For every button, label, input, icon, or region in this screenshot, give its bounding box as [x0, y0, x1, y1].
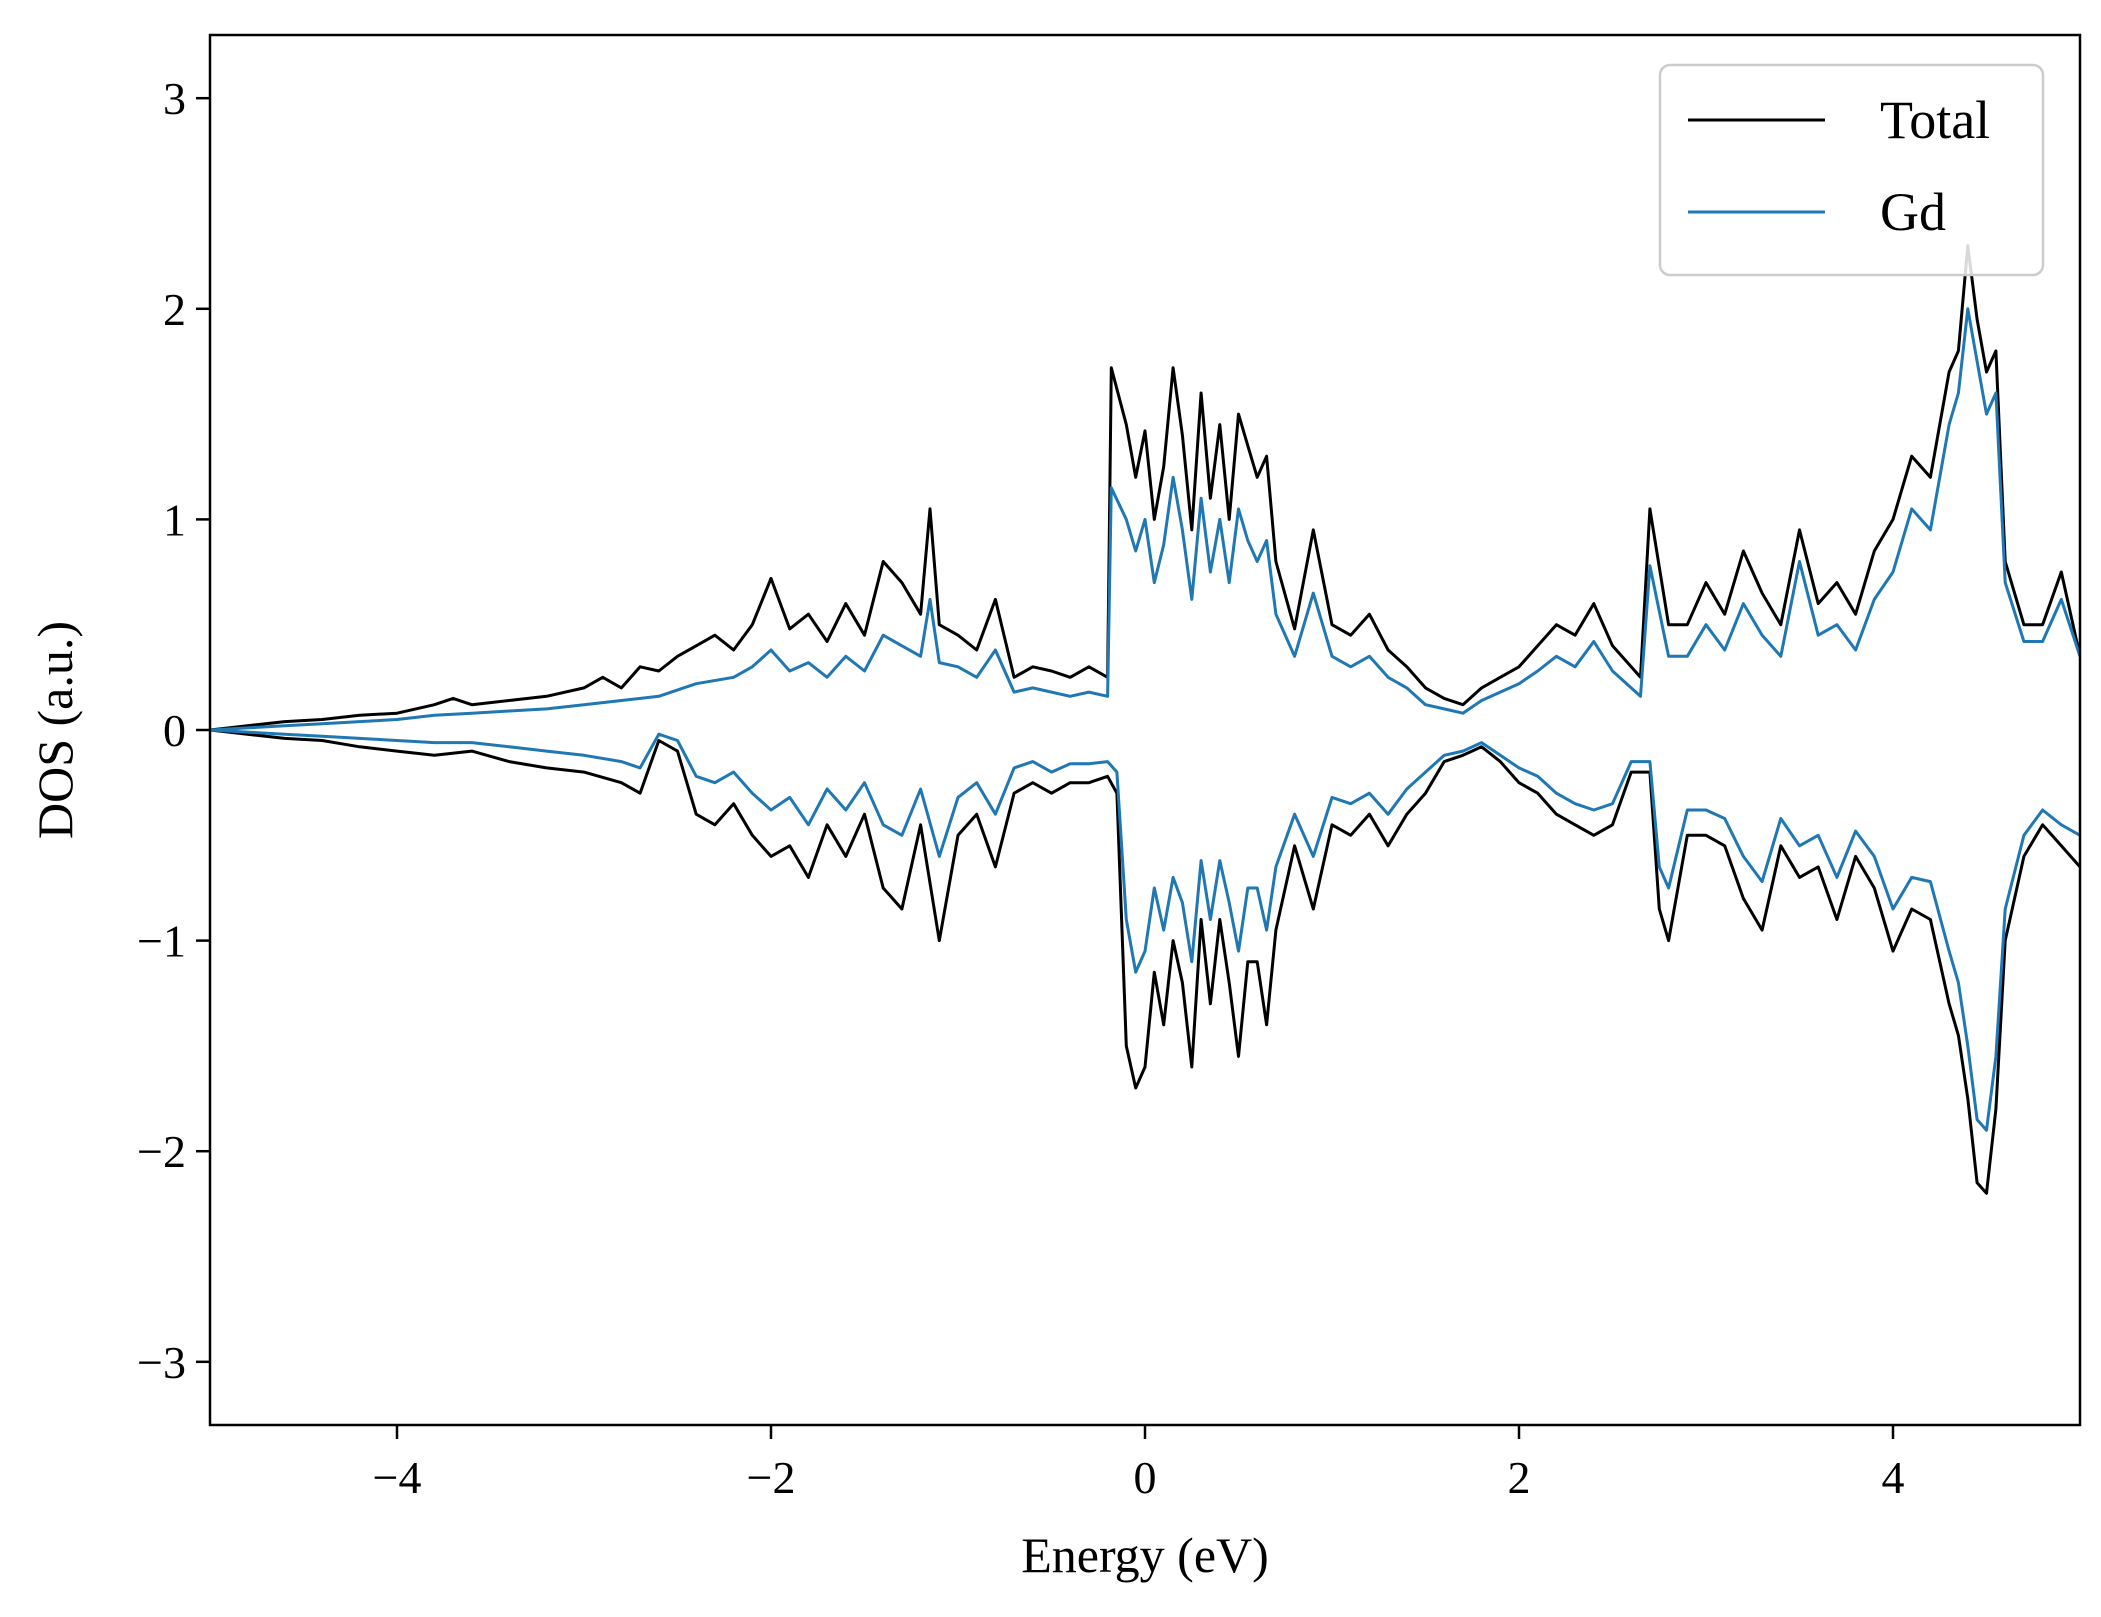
plot-area — [210, 244, 2080, 1195]
x-tick-label: 0 — [1134, 1452, 1157, 1503]
x-tick-label: 4 — [1882, 1452, 1905, 1503]
x-axis-ticks: −4 −2 0 2 4 — [373, 1425, 1905, 1503]
x-tick-label: −2 — [747, 1452, 796, 1503]
series-line-total-up — [210, 244, 2080, 732]
x-tick-label: −4 — [373, 1452, 422, 1503]
y-axis-label: DOS (a.u.) — [27, 621, 83, 839]
series-line-total-down — [210, 728, 2080, 1195]
y-tick-label: 2 — [163, 284, 186, 335]
series-line-gd-up — [210, 307, 2080, 732]
y-tick-label: −1 — [137, 916, 186, 967]
series-line-gd-down — [210, 728, 2080, 1132]
y-tick-label: 1 — [163, 494, 186, 545]
x-axis-label: Energy (eV) — [1021, 1527, 1269, 1583]
series-layer — [210, 244, 2080, 1195]
y-tick-label: 0 — [163, 705, 186, 756]
legend: Total Gd — [1658, 63, 2045, 277]
legend-box — [1658, 63, 2045, 277]
legend-label-gd: Gd — [1880, 182, 1946, 242]
y-tick-label: −2 — [137, 1126, 186, 1177]
y-axis-ticks: −3 −2 −1 0 1 2 3 — [137, 73, 210, 1388]
x-tick-label: 2 — [1508, 1452, 1531, 1503]
y-tick-label: −3 — [137, 1337, 186, 1388]
legend-label-total: Total — [1880, 90, 1990, 150]
y-tick-label: 3 — [163, 73, 186, 124]
